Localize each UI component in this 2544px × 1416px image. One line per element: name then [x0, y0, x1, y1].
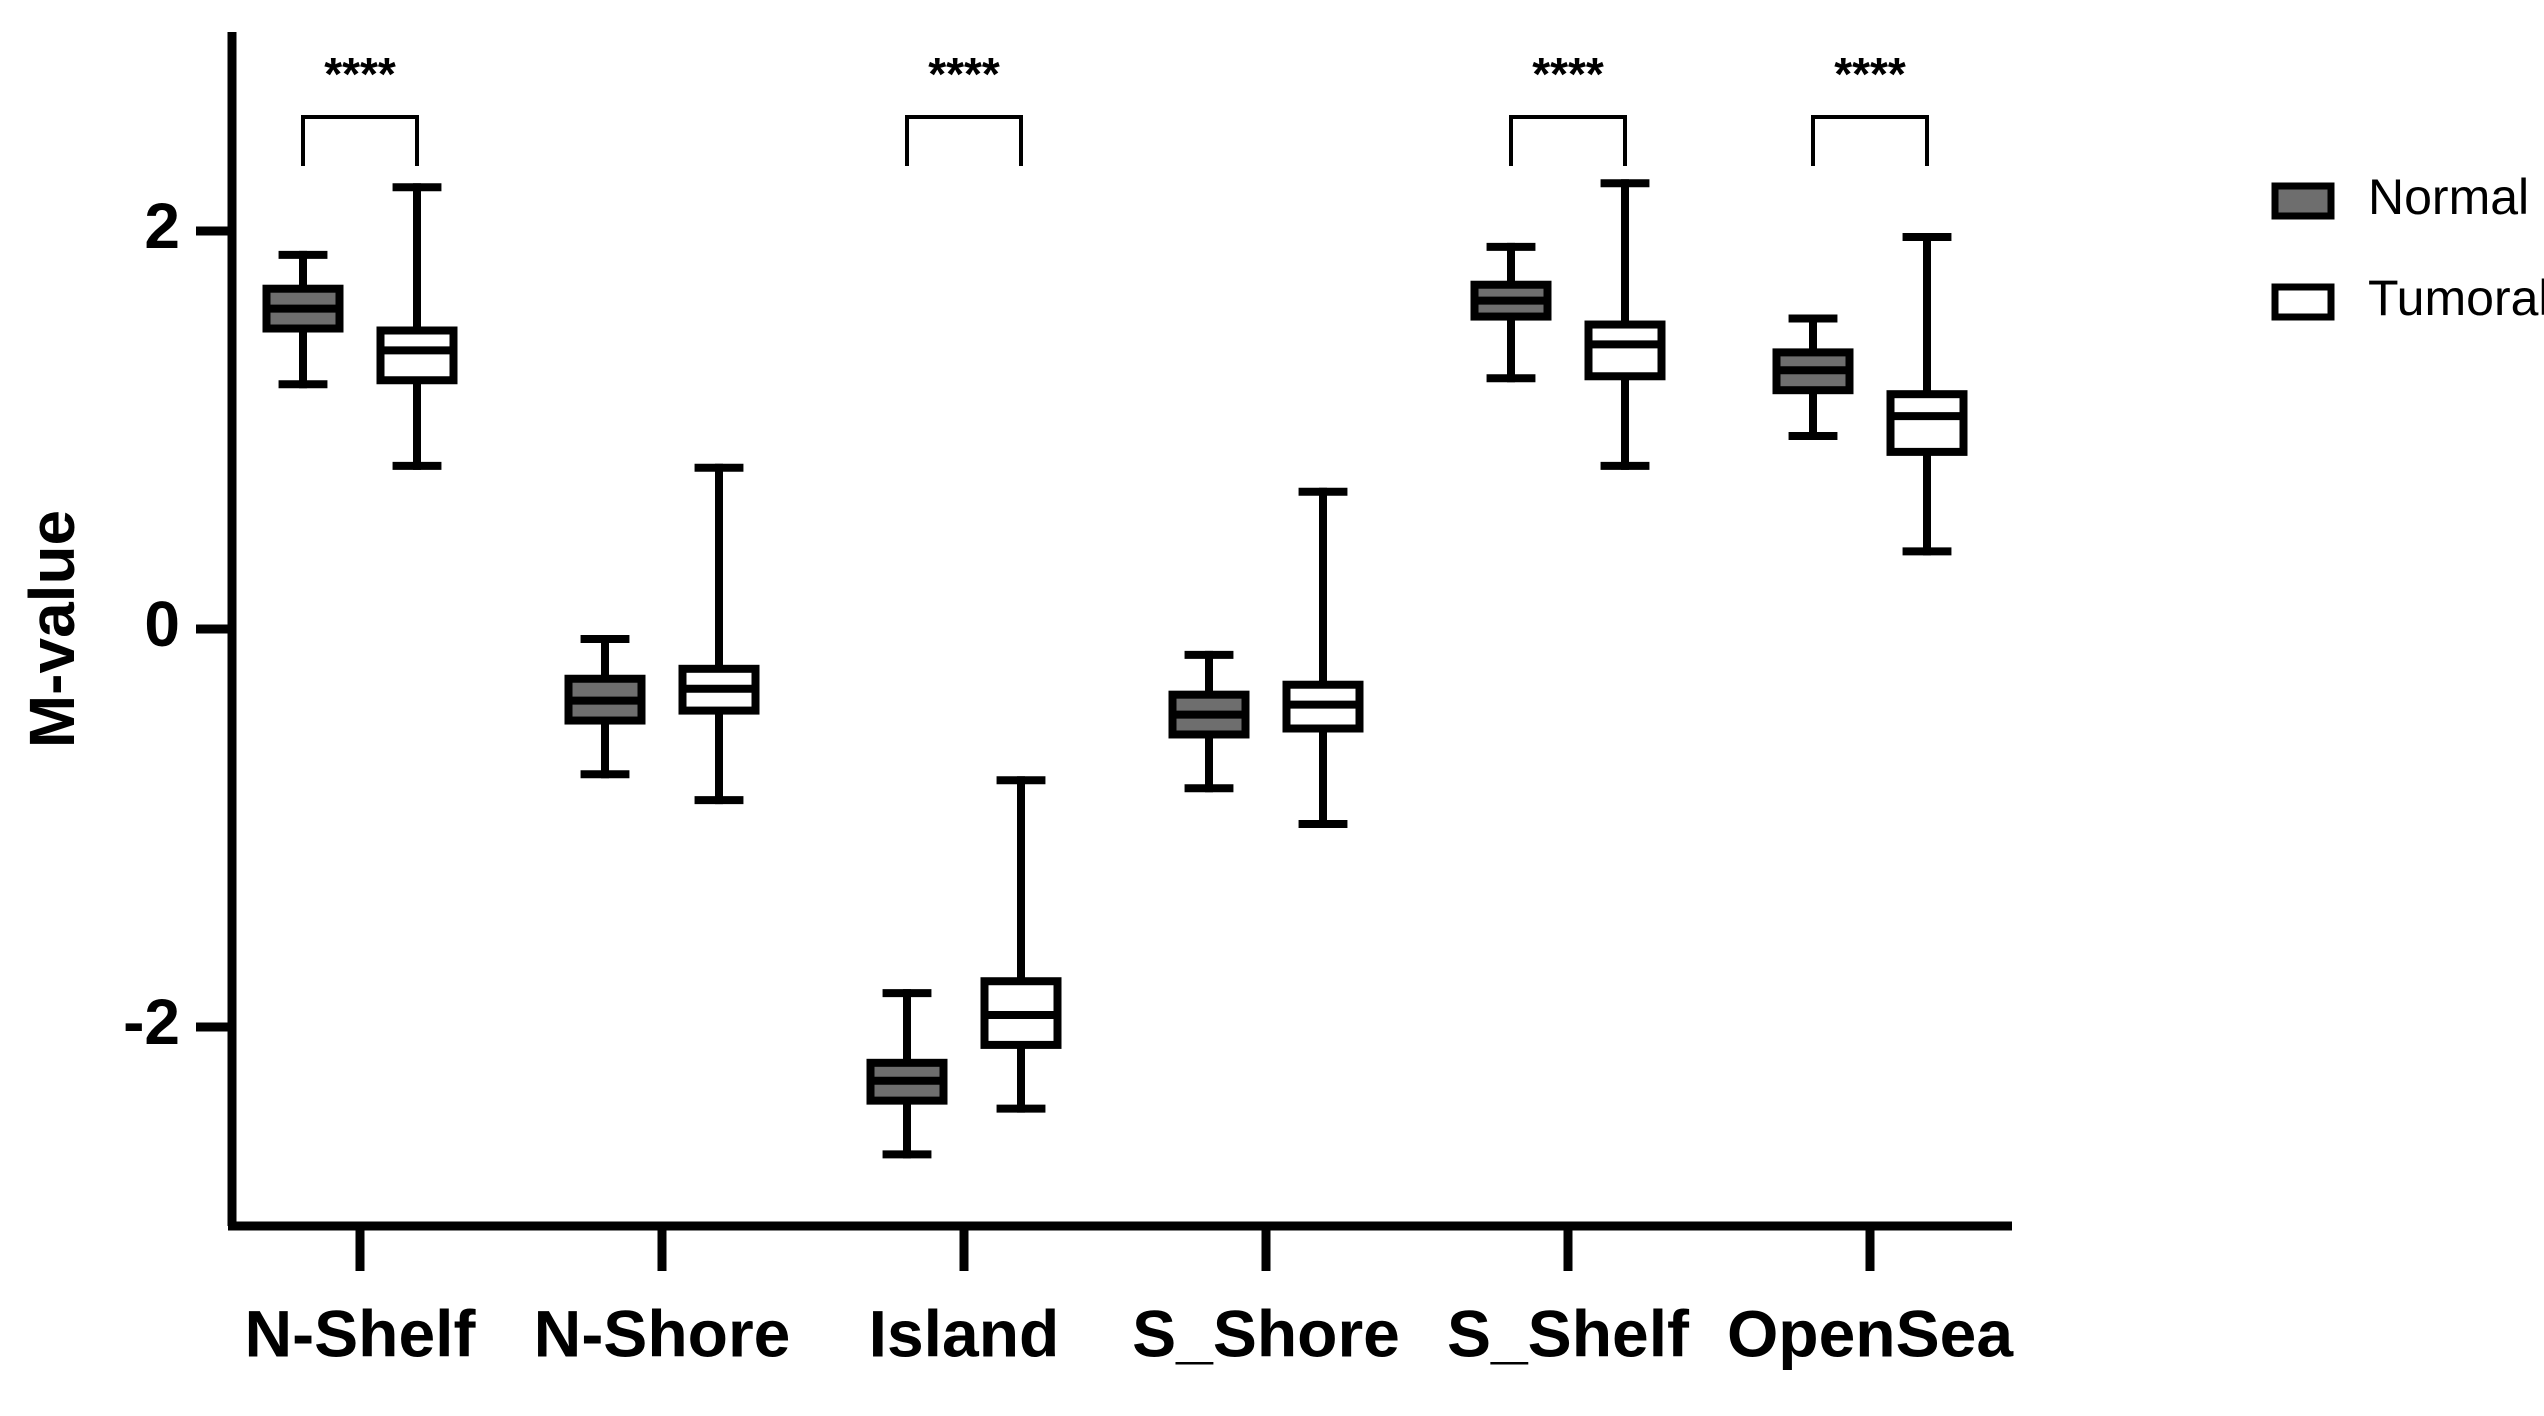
x-tick-label: S_Shore — [1132, 1296, 1400, 1370]
significance-label: **** — [1834, 48, 1906, 100]
significance-bracket — [905, 115, 1023, 166]
y-tick-label: 0 — [144, 588, 180, 660]
x-tick-label: N-Shelf — [245, 1296, 477, 1370]
legend-swatch — [2271, 182, 2335, 220]
x-tick-label: S_Shelf — [1447, 1296, 1690, 1370]
box — [1584, 320, 1666, 381]
significance-bracket — [1509, 115, 1627, 166]
significance-bracket — [1811, 115, 1929, 166]
x-tick-label: N-Shore — [534, 1296, 791, 1370]
y-tick-label: -2 — [123, 986, 180, 1058]
x-tick-label: OpenSea — [1727, 1296, 2014, 1370]
significance-label: **** — [928, 48, 1000, 100]
box — [1886, 390, 1968, 456]
significance-bracket — [301, 115, 419, 166]
x-tick-label: Island — [869, 1296, 1060, 1370]
legend-label: Normal — [2368, 169, 2529, 225]
y-axis-label: M-value — [16, 510, 88, 748]
legend-label: Tumoral — [2368, 270, 2544, 326]
significance-label: **** — [324, 48, 396, 100]
box — [376, 326, 458, 385]
y-tick-label: 2 — [144, 190, 180, 262]
significance-label: **** — [1532, 48, 1604, 100]
legend-swatch — [2271, 283, 2335, 321]
